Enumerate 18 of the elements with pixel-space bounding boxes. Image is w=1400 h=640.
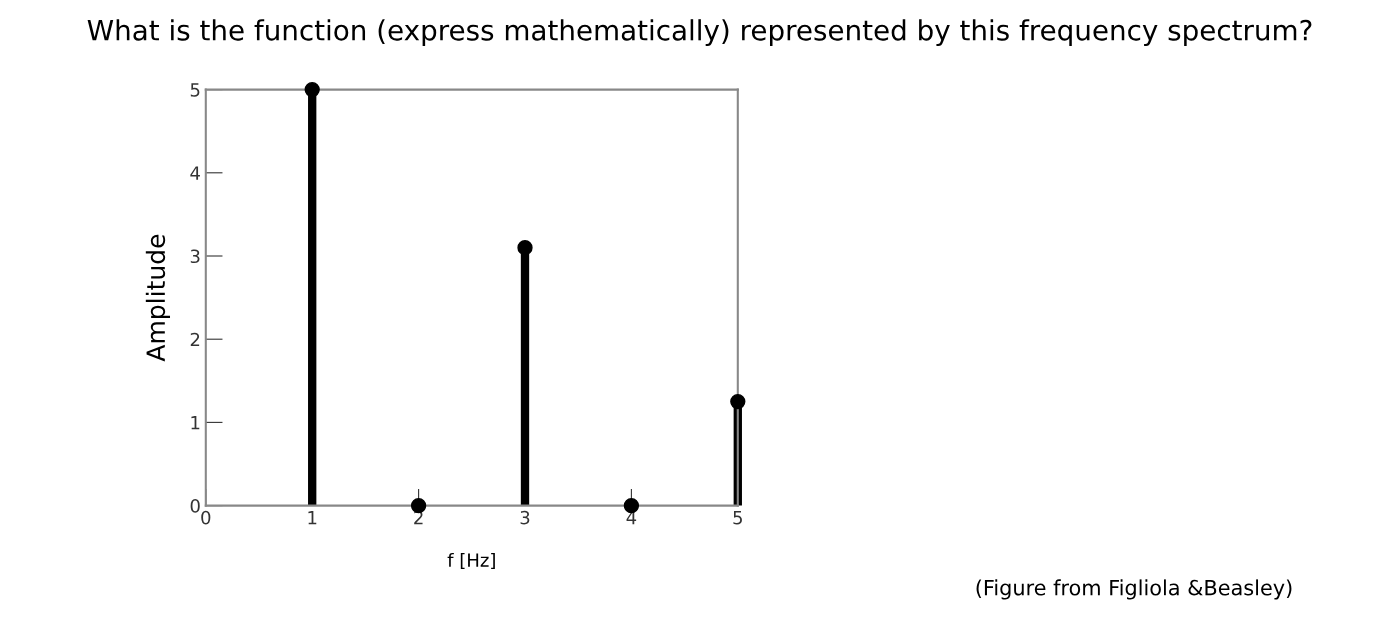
y-tick-label: 1	[191, 416, 200, 430]
y-tick-label: 2	[190, 332, 200, 347]
x-tick-label: 3	[520, 510, 530, 525]
point	[623, 497, 640, 514]
x-axis-title: f [Hz]	[447, 552, 495, 570]
text: (Figure from Figliola &Beasley)	[976, 579, 1292, 600]
x-tick-label: 1	[308, 511, 317, 525]
point	[517, 240, 533, 256]
y-tick-label: 5	[190, 83, 200, 97]
y-tick-label: 3	[190, 249, 200, 264]
point	[730, 393, 746, 410]
y-tick-label: 4	[190, 166, 200, 180]
x-tick-label: 5	[733, 511, 742, 525]
point	[304, 81, 320, 98]
chart-title: What is the function (express mathematically) represented by this frequency spectrum?	[87, 19, 1312, 47]
y-tick-label: 0	[190, 499, 200, 513]
y-axis-title: Amplitude	[145, 234, 171, 362]
x-tick-label: 0	[201, 510, 211, 525]
